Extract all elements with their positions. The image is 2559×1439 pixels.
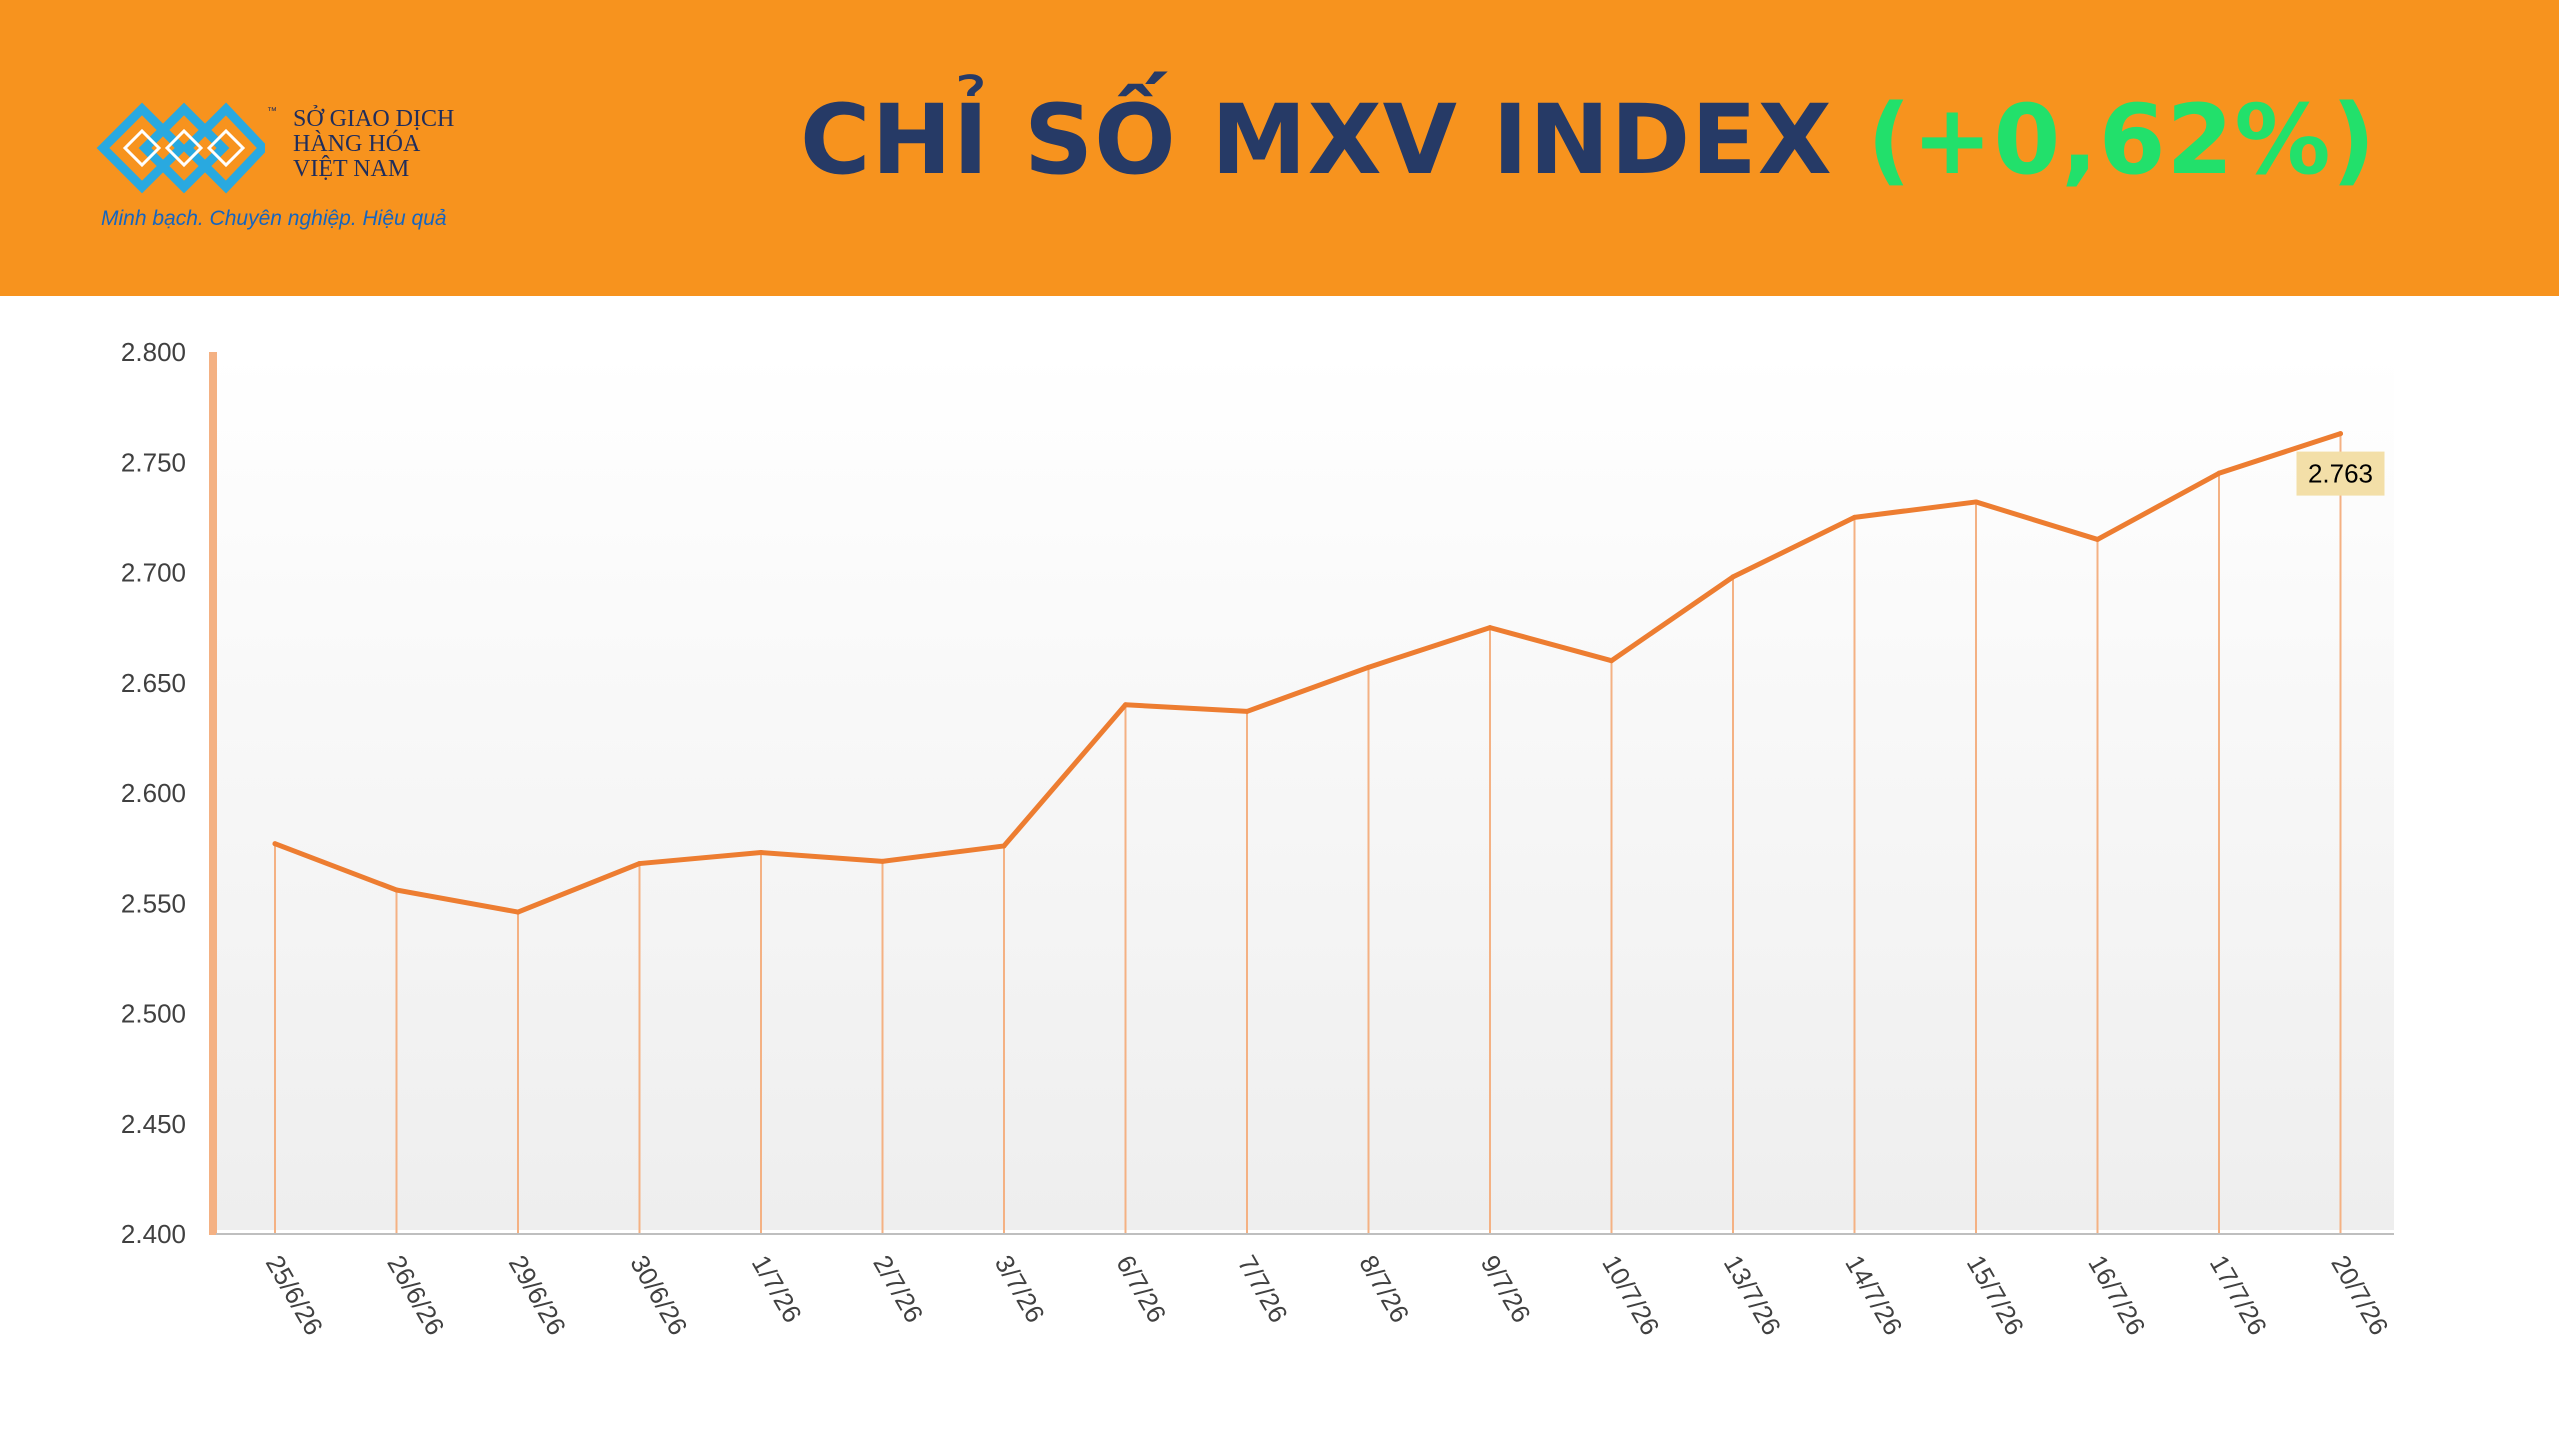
last-value-label-bg [2296, 451, 2385, 496]
data-point [1609, 658, 1614, 664]
data-point [1123, 702, 1128, 708]
x-tick-label: 3/7/26 [989, 1250, 1051, 1328]
title-main: CHỈ SỐ MXV INDEX [800, 84, 1868, 196]
x-tick-label: 15/7/26 [1961, 1250, 2030, 1340]
data-point [1001, 843, 1007, 849]
data-point [1244, 708, 1250, 714]
data-point [394, 887, 399, 893]
series-line [272, 431, 2343, 915]
x-tick-label: 1/7/26 [746, 1250, 808, 1328]
data-point [2216, 470, 2222, 476]
title-change-percent: (+0,62%) [1867, 84, 2377, 196]
y-tick-label: 2.650 [121, 668, 186, 698]
drop-lines [274, 433, 2342, 1234]
org-name-line-3: VIỆT NAM [293, 156, 410, 182]
data-point [1366, 664, 1371, 670]
x-tick-label: 10/7/26 [1596, 1250, 1665, 1340]
x-tick-label: 2/7/26 [867, 1250, 929, 1328]
data-point [758, 850, 764, 856]
data-point [1487, 625, 1493, 631]
data-point [1852, 514, 1857, 520]
mxv-logo-icon [96, 102, 265, 194]
x-tick-label: 16/7/26 [2082, 1250, 2151, 1340]
y-tick-label: 2.800 [121, 337, 186, 367]
data-point [2095, 536, 2100, 542]
y-tick-label: 2.400 [121, 1219, 186, 1249]
x-axis-ticks: 25/6/26 26/6/26 29/6/26 30/6/26 1/7/26 2/7/26… [260, 1250, 2395, 1340]
x-tick-label: 20/7/26 [2325, 1250, 2394, 1340]
data-point [1973, 499, 1979, 505]
x-tick-label: 25/6/26 [260, 1250, 329, 1340]
x-tick-label: 13/7/26 [1718, 1250, 1787, 1340]
trademark-symbol: ™ [267, 106, 277, 117]
data-point [880, 858, 885, 864]
x-tick-label: 30/6/26 [624, 1250, 693, 1340]
x-tick-label: 8/7/26 [1353, 1250, 1415, 1328]
x-tick-label: 14/7/26 [1839, 1250, 1908, 1340]
y-tick-label: 2.600 [121, 778, 186, 808]
y-axis-line [209, 352, 217, 1235]
y-tick-label: 2.750 [121, 447, 186, 477]
plot-area [216, 352, 2394, 1230]
x-tick-label: 26/6/26 [381, 1250, 450, 1340]
y-tick-label: 2.500 [121, 999, 186, 1029]
y-tick-label: 2.700 [121, 558, 186, 588]
y-tick-label: 2.550 [121, 888, 186, 918]
tagline: Minh bạch. Chuyên nghiệp. Hiệu quả [101, 207, 447, 230]
x-tick-label: 9/7/26 [1475, 1250, 1537, 1328]
page-title: CHỈ SỐ MXV INDEX (+0,62%) [800, 80, 2376, 200]
org-name-line-1: SỞ GIAO DỊCH [293, 106, 455, 132]
mxv-logo: ™ SỞ GIAO DỊCH HÀNG HÓA VIỆT NAM Minh bạ… [95, 95, 495, 245]
mxv-index-line-chart: 2.400 2.450 2.500 2.550 2.600 2.650 2.700 2.750… [121, 337, 2395, 1340]
y-tick-label: 2.450 [121, 1109, 186, 1139]
data-point [272, 841, 278, 847]
data-point [1730, 574, 1736, 580]
header-banner: ™ SỞ GIAO DỊCH HÀNG HÓA VIỆT NAM Minh bạ… [0, 0, 2559, 296]
data-points [272, 431, 2343, 915]
x-tick-label: 17/7/26 [2204, 1250, 2273, 1340]
org-name-line-2: HÀNG HÓA [293, 131, 421, 157]
data-point [637, 861, 642, 867]
data-point [2338, 431, 2343, 437]
data-point [515, 909, 521, 915]
x-tick-label: 7/7/26 [1232, 1250, 1294, 1328]
x-tick-label: 6/7/26 [1110, 1250, 1172, 1328]
y-axis-ticks: 2.400 2.450 2.500 2.550 2.600 2.650 2.700 2.750… [121, 337, 186, 1249]
x-tick-label: 29/6/26 [503, 1250, 572, 1340]
last-value-label: 2.763 [2308, 459, 2373, 489]
